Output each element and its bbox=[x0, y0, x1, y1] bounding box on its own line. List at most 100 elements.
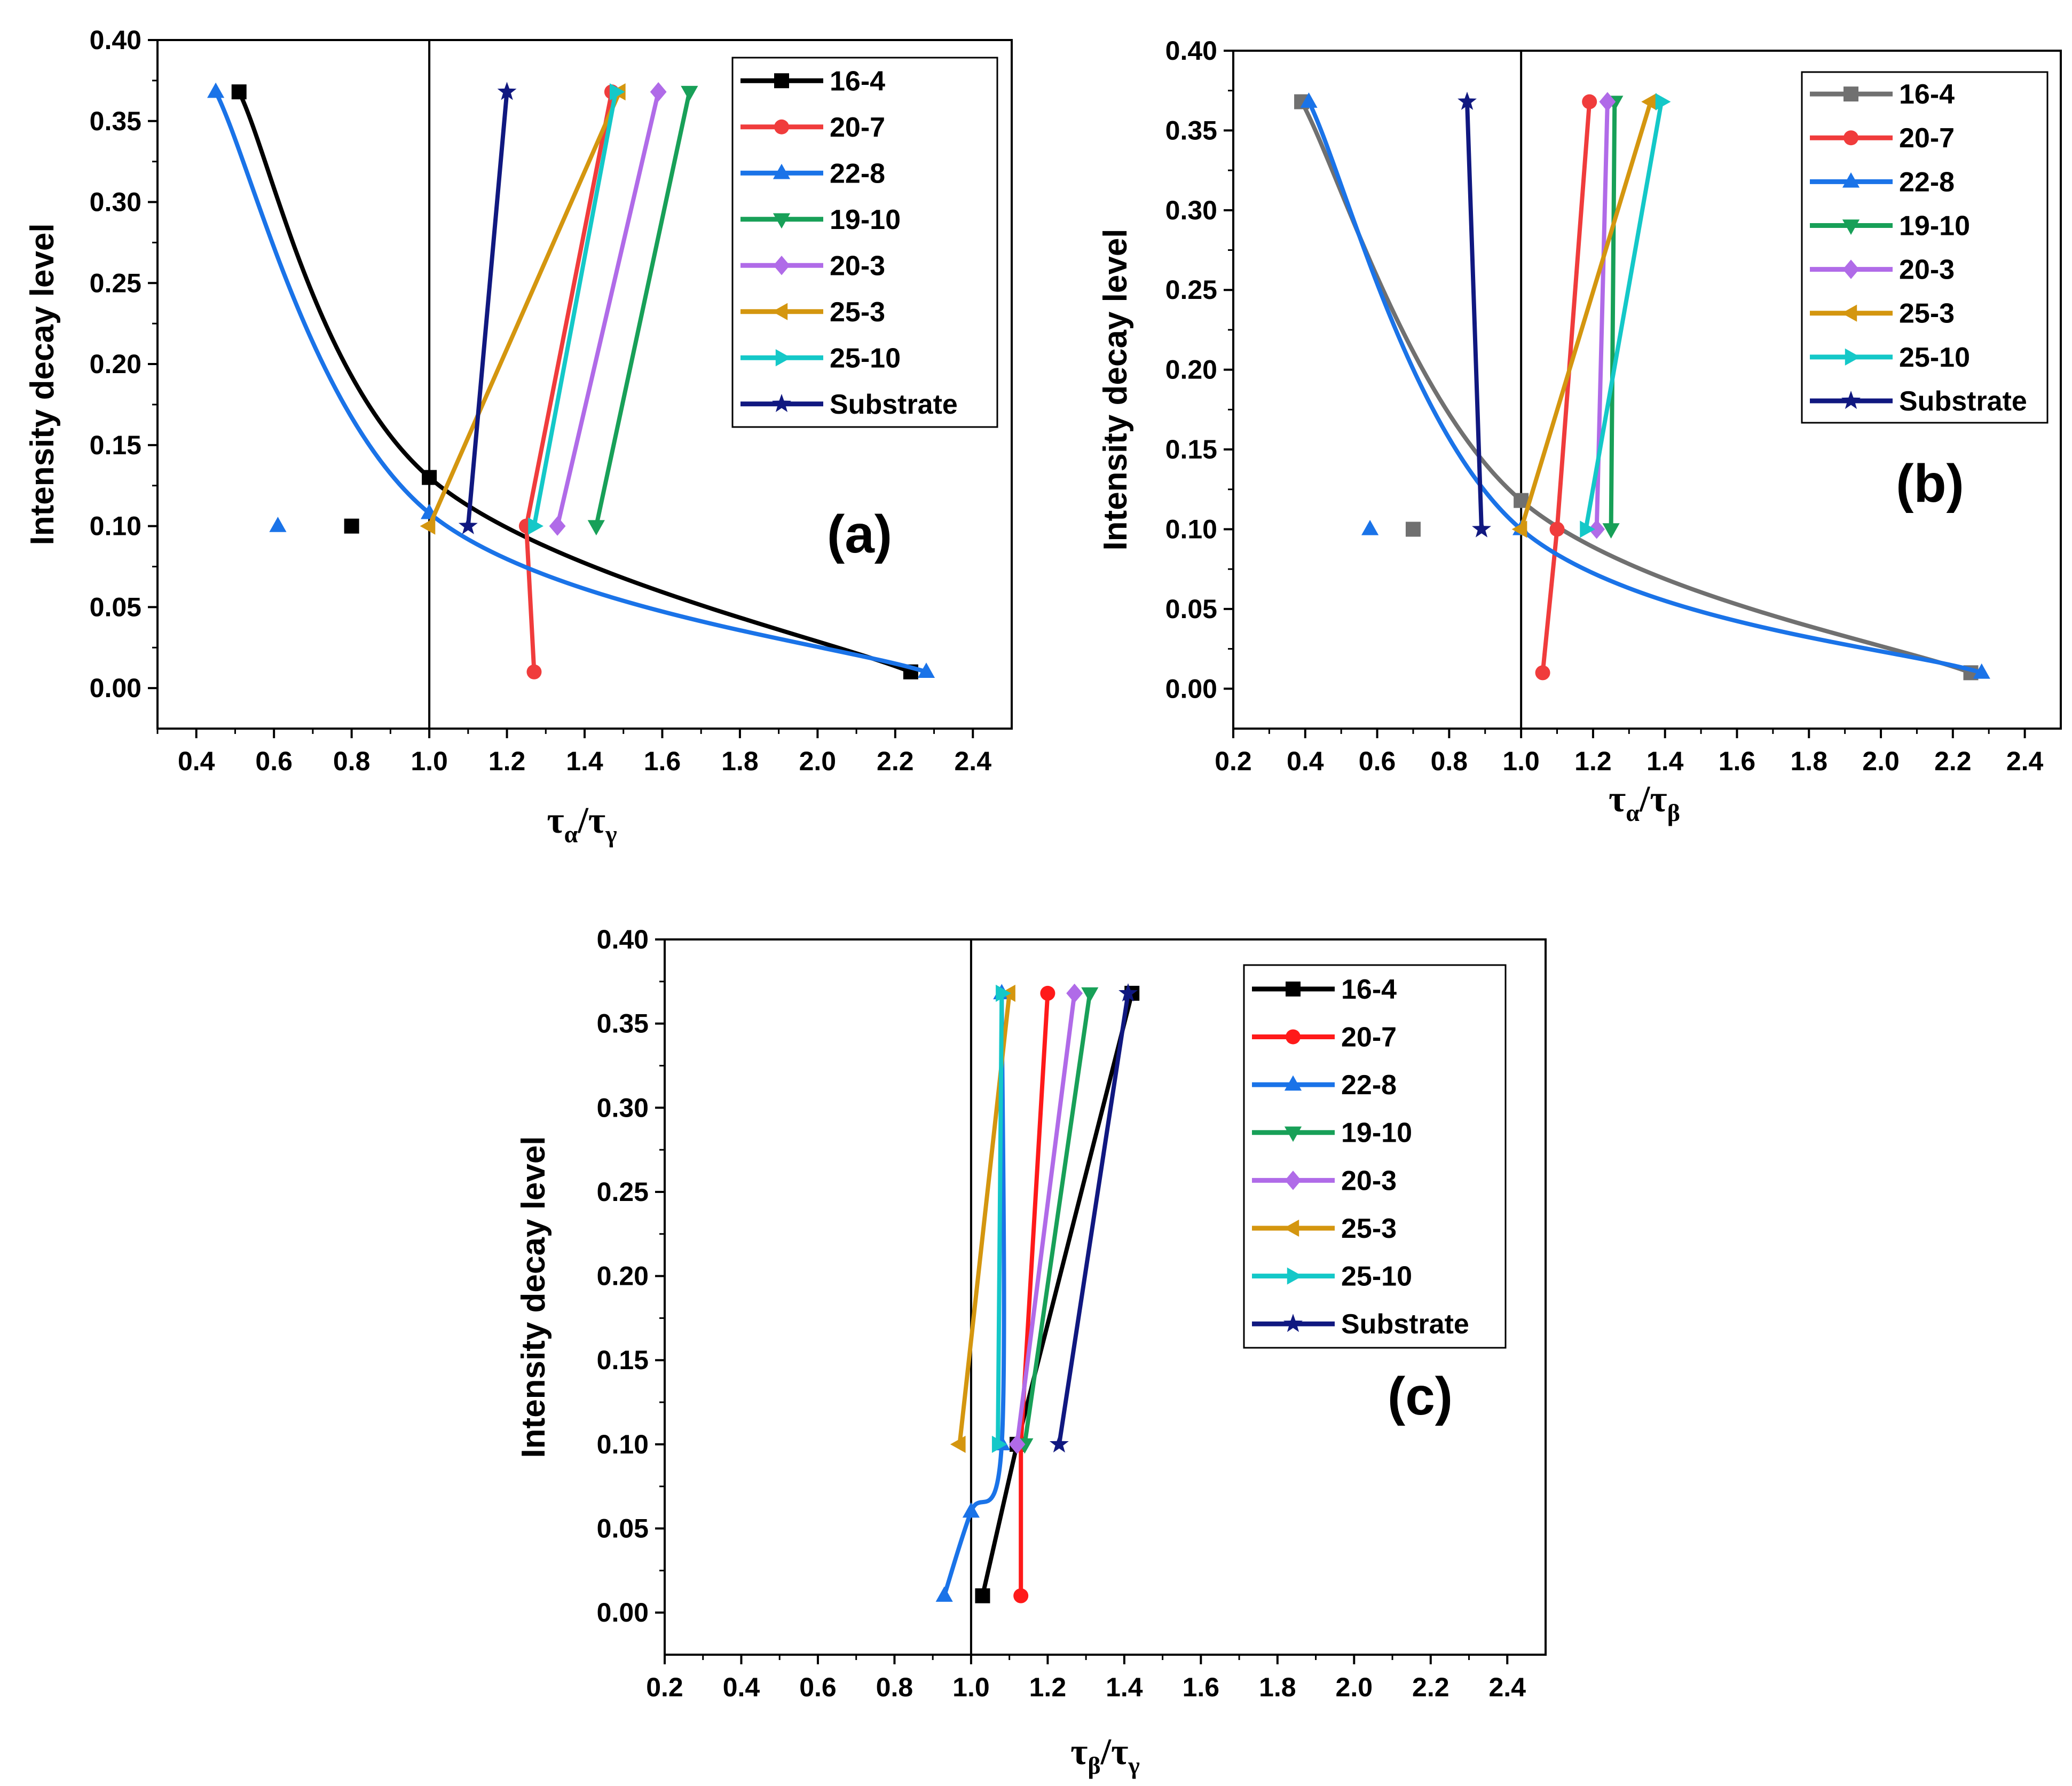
legend-label: 22-8 bbox=[1899, 167, 1955, 197]
data-point bbox=[996, 984, 1011, 1002]
legend-label: 25-3 bbox=[830, 297, 885, 328]
legend-label: 25-3 bbox=[1341, 1213, 1397, 1244]
legend-item: Substrate bbox=[740, 389, 958, 420]
x-axis-title-sub2: γ bbox=[605, 820, 617, 848]
legend-marker bbox=[1842, 219, 1860, 235]
legend-marker bbox=[772, 303, 788, 320]
legend-item: 22-8 bbox=[740, 158, 885, 189]
x-tick-label: 1.4 bbox=[1646, 746, 1684, 776]
legend-marker bbox=[1286, 1029, 1301, 1045]
legend-item: Substrate bbox=[1252, 1309, 1469, 1340]
legend-label: Substrate bbox=[1341, 1309, 1469, 1340]
data-point bbox=[458, 516, 478, 534]
data-point bbox=[950, 1435, 966, 1453]
plot-frame bbox=[664, 938, 1547, 1656]
legend-item: 25-10 bbox=[1252, 1261, 1412, 1292]
series-25-10 bbox=[991, 984, 1011, 1453]
y-tick-label: 0.30 bbox=[597, 1093, 649, 1123]
legend-label: 25-3 bbox=[1899, 298, 1955, 329]
x-tick-label: 0.8 bbox=[876, 1672, 913, 1702]
x-axis-title-sub1: β bbox=[1088, 1752, 1100, 1779]
x-tick-label: 1.0 bbox=[1502, 746, 1540, 776]
legend-marker bbox=[1841, 391, 1861, 409]
data-point bbox=[1458, 91, 1477, 110]
legend-item: 20-7 bbox=[740, 112, 885, 143]
legend-label: 20-3 bbox=[830, 250, 885, 281]
series-line bbox=[1583, 99, 1664, 532]
data-point bbox=[1549, 521, 1565, 537]
x-axis-title-main: τ bbox=[1070, 1732, 1088, 1773]
x-tick-label: 0.6 bbox=[799, 1672, 837, 1702]
legend-item: 25-10 bbox=[740, 343, 901, 374]
x-tick-label: 1.8 bbox=[721, 746, 759, 776]
legend-label: Substrate bbox=[830, 389, 958, 420]
series-Substrate bbox=[458, 82, 517, 534]
legend-label: Substrate bbox=[1899, 386, 2027, 417]
y-tick-label: 0.15 bbox=[90, 430, 141, 460]
legend-marker bbox=[773, 213, 791, 229]
panel-label: (a) bbox=[827, 504, 892, 564]
data-point bbox=[1514, 493, 1529, 508]
x-tick-label: 1.6 bbox=[1719, 746, 1756, 776]
x-tick-label: 2.4 bbox=[2006, 746, 2044, 776]
data-point bbox=[497, 82, 517, 100]
legend-item: 20-3 bbox=[1810, 255, 1955, 286]
y-tick-label: 0.20 bbox=[597, 1261, 649, 1291]
series-line bbox=[555, 90, 661, 528]
y-tick-label: 0.00 bbox=[1165, 674, 1217, 704]
y-tick-label: 0.20 bbox=[90, 349, 141, 379]
legend-item: 20-7 bbox=[1252, 1022, 1397, 1053]
legend-item: 25-3 bbox=[740, 297, 885, 328]
x-tick-label: 2.0 bbox=[1336, 1672, 1373, 1702]
x-tick-label: 2.2 bbox=[877, 746, 914, 776]
legend-label: 19-10 bbox=[1899, 210, 1970, 241]
series-line bbox=[1609, 99, 1617, 532]
y-tick-label: 0.05 bbox=[1165, 594, 1217, 624]
legend-label: 22-8 bbox=[1341, 1070, 1397, 1101]
data-point bbox=[1641, 93, 1657, 110]
y-tick-label: 0.25 bbox=[90, 268, 141, 298]
data-point bbox=[231, 84, 247, 100]
x-tick-label: 0.4 bbox=[1287, 746, 1324, 776]
data-point bbox=[1582, 94, 1597, 109]
legend-label: 22-8 bbox=[830, 158, 885, 189]
y-tick-label: 0.05 bbox=[597, 1514, 649, 1544]
x-tick-label: 2.2 bbox=[1934, 746, 1972, 776]
legend-marker bbox=[1285, 1171, 1302, 1190]
panel-3: 0.2 0.4 0.6 0.8 1.0 1.2 1.4 1.6 1.8 2.0 2.2 2.4 0.00… bbox=[515, 924, 1547, 1779]
x-axis-title-sep: /τ bbox=[1100, 1732, 1129, 1773]
series-line bbox=[1465, 99, 1484, 532]
x-tick-label: 0.8 bbox=[333, 746, 371, 776]
data-point bbox=[587, 520, 605, 536]
y-axis-title: Intensity decay level bbox=[24, 223, 61, 545]
series-line bbox=[1519, 99, 1653, 532]
legend-marker bbox=[1283, 1314, 1303, 1332]
legend-label: 19-10 bbox=[830, 204, 901, 235]
x-tick-label: 2.0 bbox=[799, 746, 837, 776]
x-tick-label: 1.4 bbox=[566, 746, 603, 776]
x-tick-label: 1.6 bbox=[1183, 1672, 1220, 1702]
x-tick-label: 1.8 bbox=[1259, 1672, 1296, 1702]
legend-marker bbox=[1284, 1126, 1302, 1142]
x-tick-label: 1.2 bbox=[489, 746, 526, 776]
series-20-7 bbox=[1535, 94, 1597, 681]
legend-item: 20-3 bbox=[740, 250, 885, 281]
legend-marker bbox=[773, 163, 791, 179]
data-point-outlier bbox=[269, 517, 287, 532]
x-tick-label: 1.2 bbox=[1574, 746, 1612, 776]
legend-label: 20-7 bbox=[830, 112, 885, 143]
x-tick-label: 2.4 bbox=[1489, 1672, 1526, 1702]
data-point bbox=[1472, 519, 1491, 538]
legend-item: 19-10 bbox=[1810, 210, 1970, 241]
data-point bbox=[917, 662, 935, 678]
y-axis-title: Intensity decay level bbox=[1097, 228, 1134, 550]
series-line bbox=[427, 90, 622, 528]
y-tick-label: 0.10 bbox=[597, 1429, 649, 1459]
x-tick-label: 0.2 bbox=[646, 1672, 683, 1702]
legend-marker bbox=[1284, 1075, 1302, 1091]
legend-box bbox=[1801, 71, 2049, 424]
plot-frame bbox=[1232, 50, 2062, 730]
legend-label: 16-4 bbox=[1341, 974, 1397, 1005]
x-axis-title-sep: /τ bbox=[1639, 779, 1667, 820]
x-tick-label: 0.8 bbox=[1431, 746, 1468, 776]
